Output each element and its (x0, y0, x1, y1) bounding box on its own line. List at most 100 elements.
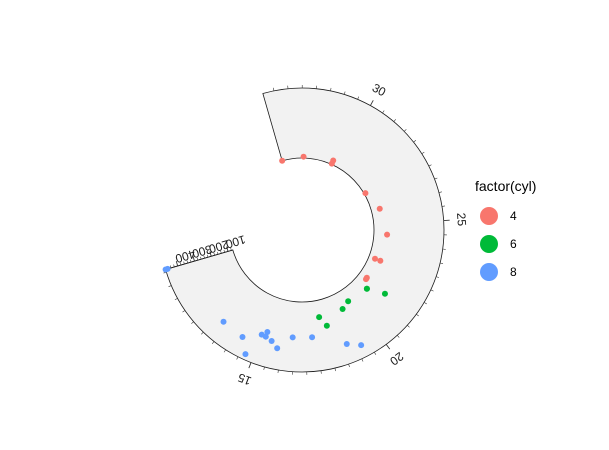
data-point-cyl-8 (268, 338, 275, 345)
legend-key-8 (480, 263, 498, 281)
data-point-cyl-8 (289, 334, 296, 341)
radius-minor-tick (220, 250, 222, 254)
theta-minor-tick (236, 356, 239, 360)
data-point-cyl-6 (363, 285, 370, 292)
theta-minor-tick (343, 91, 346, 95)
theta-minor-tick (361, 358, 364, 362)
data-point-cyl-6 (345, 298, 352, 305)
data-points (162, 153, 391, 358)
theta-tick-label: 20 (387, 349, 406, 368)
data-point-cyl-4 (279, 157, 286, 164)
radius-minor-tick (190, 259, 192, 263)
legend-title: factor(cyl) (475, 178, 536, 194)
data-point-cyl-8 (309, 334, 316, 341)
theta-minor-tick (374, 352, 377, 355)
radius-minor-tick (203, 255, 205, 259)
data-point-cyl-8 (343, 340, 350, 347)
theta-minor-tick (330, 87, 332, 91)
radius-tick-label: 100 (224, 232, 247, 251)
radius-axis-line (165, 249, 233, 270)
data-point-cyl-4 (384, 231, 391, 238)
theta-minor-tick (182, 310, 186, 313)
radius-major-tick (209, 251, 212, 257)
theta-minor-tick (428, 164, 432, 167)
data-point-cyl-8 (164, 265, 171, 272)
theta-minor-tick (273, 87, 275, 91)
legend-key-6 (480, 235, 498, 253)
data-point-cyl-8 (358, 342, 365, 349)
radius-minor-tick (200, 256, 202, 260)
theta-minor-tick (434, 177, 438, 180)
data-point-cyl-6 (316, 314, 323, 321)
radius-major-tick (192, 256, 195, 262)
data-point-cyl-4 (330, 157, 337, 164)
data-point-cyl-4 (362, 276, 369, 283)
theta-tick-label: 15 (236, 370, 254, 388)
radius-minor-tick (180, 262, 182, 266)
data-point-cyl-6 (323, 322, 330, 329)
theta-minor-tick (424, 302, 427, 305)
theta-minor-tick (421, 151, 425, 154)
radius-minor-tick (183, 261, 185, 265)
legend-label-4: 4 (510, 209, 517, 223)
radius-minor-tick (196, 257, 199, 261)
data-point-cyl-6 (381, 290, 388, 297)
data-point-cyl-8 (274, 345, 281, 352)
theta-minor-tick (263, 366, 265, 370)
radius-major-tick (226, 246, 229, 252)
radius-minor-tick (216, 251, 219, 255)
theta-minor-tick (438, 191, 442, 193)
data-point-cyl-8 (264, 329, 271, 336)
radius-tick-label: 300 (190, 242, 213, 261)
data-point-cyl-8 (258, 331, 265, 338)
legend-label-8: 8 (510, 265, 517, 279)
theta-minor-tick (436, 276, 440, 278)
radius-minor-tick (230, 247, 232, 251)
data-point-cyl-8 (239, 334, 246, 341)
theta-minor-tick (416, 314, 419, 317)
panel-background (165, 87, 445, 373)
radius-tick-label: 400 (173, 247, 196, 266)
radius-minor-tick (206, 254, 209, 258)
theta-minor-tick (382, 110, 385, 114)
theta-minor-tick (407, 325, 410, 328)
theta-minor-tick (348, 364, 350, 368)
theta-minor-tick (174, 298, 178, 301)
theta-minor-tick (334, 368, 336, 372)
legend-key-4 (480, 207, 498, 225)
radius-minor-tick (173, 264, 175, 268)
theta-minor-tick (397, 335, 400, 338)
radius-tick-label: 200 (207, 237, 230, 256)
theta-minor-tick (430, 289, 434, 292)
theta-major-tick (385, 344, 391, 350)
theta-minor-tick (440, 262, 444, 264)
theta-minor-tick (403, 129, 407, 132)
theta-minor-tick (393, 119, 396, 122)
theta-tick-label: 30 (370, 81, 389, 100)
theta-minor-tick (191, 321, 194, 324)
theta-minor-tick (168, 285, 172, 287)
theta-minor-tick (223, 349, 226, 353)
theta-minor-tick (211, 341, 215, 345)
data-point-cyl-6 (339, 306, 346, 313)
theta-minor-tick (413, 140, 417, 143)
data-point-cyl-4 (300, 153, 307, 160)
theta-minor-tick (201, 331, 204, 335)
data-point-cyl-8 (220, 318, 227, 325)
plot-panel (165, 87, 445, 373)
radius-major-tick (175, 261, 179, 267)
data-point-cyl-8 (242, 351, 249, 358)
legend: factor(cyl) 4 6 8 (475, 178, 536, 281)
data-point-cyl-4 (377, 257, 384, 264)
theta-minor-tick (357, 96, 360, 100)
radius-minor-tick (223, 249, 225, 253)
radius-minor-tick (213, 252, 215, 256)
theta-major-tick (248, 362, 252, 369)
theta-major-tick (369, 100, 374, 106)
data-point-cyl-4 (376, 205, 383, 212)
radius-minor-tick (186, 260, 189, 264)
theta-tick-label: 25 (454, 212, 469, 227)
data-point-cyl-4 (362, 190, 369, 197)
